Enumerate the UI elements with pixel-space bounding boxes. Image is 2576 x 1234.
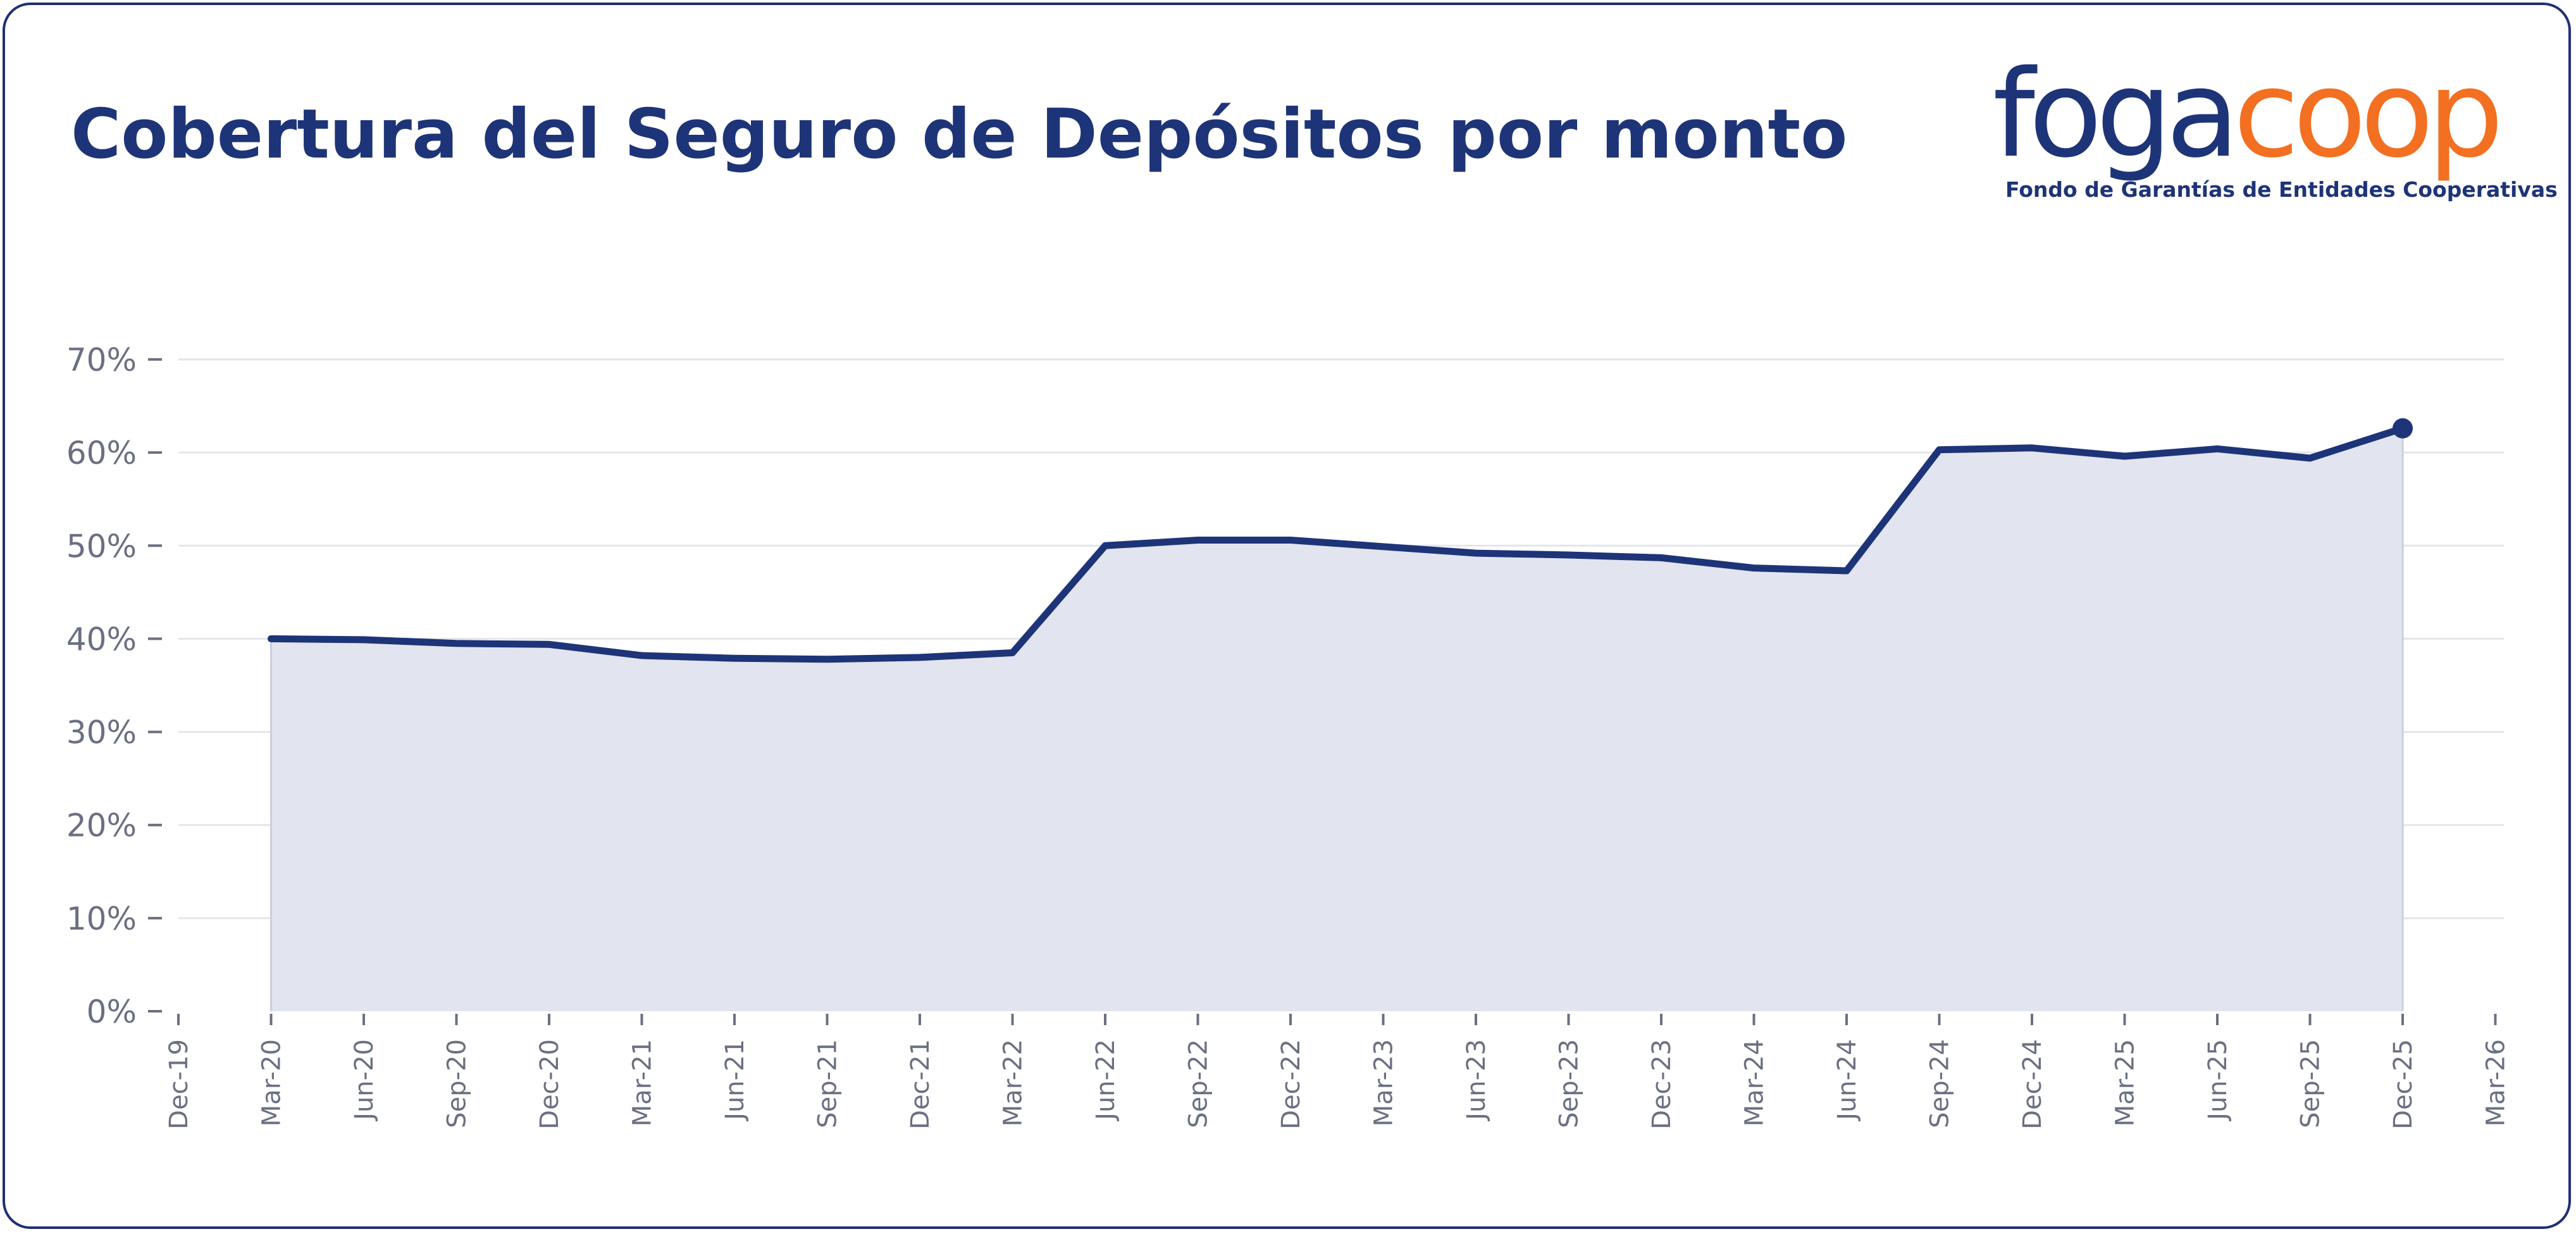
x-tick-label: Mar-23 bbox=[1370, 1039, 1399, 1126]
series-line bbox=[268, 425, 2406, 663]
logo-subtitle: Fondo de Garantías de Entidades Cooperat… bbox=[2005, 177, 2558, 202]
y-tick-label: 30% bbox=[66, 714, 137, 751]
series-area bbox=[271, 428, 2403, 1011]
logo-word-part2: coop bbox=[2233, 44, 2504, 184]
x-tick-label: Jun-24 bbox=[1833, 1039, 1862, 1122]
x-tick-label: Jun-23 bbox=[1462, 1039, 1491, 1122]
x-tick-label: Sep-21 bbox=[814, 1039, 843, 1128]
end-point-marker bbox=[2393, 418, 2413, 439]
area-layer bbox=[270, 428, 2404, 1011]
x-tick-label: Sep-23 bbox=[1555, 1039, 1584, 1128]
x-tick-label: Dec-23 bbox=[1647, 1039, 1676, 1130]
x-tick-label: Mar-25 bbox=[2111, 1039, 2140, 1126]
x-tick-label: Jun-22 bbox=[1091, 1039, 1120, 1122]
y-tick-label: 10% bbox=[66, 901, 137, 937]
axis-layer: 0% 10% 20% 30% 40% 50% 60% 70% Dec-19 Mar-20 Jun-2… bbox=[66, 342, 2511, 1130]
x-tick-label: Sep-20 bbox=[443, 1039, 472, 1128]
y-tick-label: 60% bbox=[66, 435, 137, 471]
x-tick-label: Jun-21 bbox=[721, 1039, 750, 1122]
x-tick-label: Dec-25 bbox=[2389, 1039, 2418, 1130]
y-tick-label: 20% bbox=[66, 807, 137, 844]
x-tick-label: Mar-21 bbox=[628, 1039, 657, 1126]
logo-word-part1: foga bbox=[1993, 44, 2239, 184]
y-tick-label: 50% bbox=[66, 528, 137, 564]
x-tick-label: Mar-26 bbox=[2482, 1039, 2511, 1126]
x-tick-label: Dec-21 bbox=[906, 1039, 935, 1130]
logo-wordmark: fogacoop bbox=[1993, 54, 2504, 175]
x-tick-label: Sep-25 bbox=[2296, 1039, 2325, 1128]
x-tick-label: Dec-24 bbox=[2018, 1039, 2047, 1130]
y-tick-label: 40% bbox=[66, 621, 137, 658]
y-tick-label: 70% bbox=[66, 342, 137, 378]
x-tick-label: Mar-24 bbox=[1740, 1039, 1769, 1126]
x-tick-label: Sep-22 bbox=[1184, 1039, 1213, 1128]
x-tick-label: Jun-25 bbox=[2203, 1039, 2232, 1122]
x-tick-label: Dec-19 bbox=[164, 1039, 194, 1130]
x-tick-label: Mar-22 bbox=[999, 1039, 1028, 1126]
x-tick-label: Dec-20 bbox=[535, 1039, 564, 1130]
x-tick-label: Mar-20 bbox=[257, 1039, 287, 1126]
x-tick-label: Dec-22 bbox=[1277, 1039, 1306, 1130]
line-layer bbox=[268, 418, 2413, 663]
x-tick-label: Jun-20 bbox=[350, 1039, 379, 1122]
x-tick-label: Sep-24 bbox=[1926, 1039, 1955, 1128]
y-tick-label: 0% bbox=[87, 994, 137, 1030]
fogacoop-logo: fogacoop Fondo de Garantías de Entidades… bbox=[1993, 54, 2558, 206]
chart-title: Cobertura del Seguro de Depósitos por mo… bbox=[71, 95, 1848, 174]
